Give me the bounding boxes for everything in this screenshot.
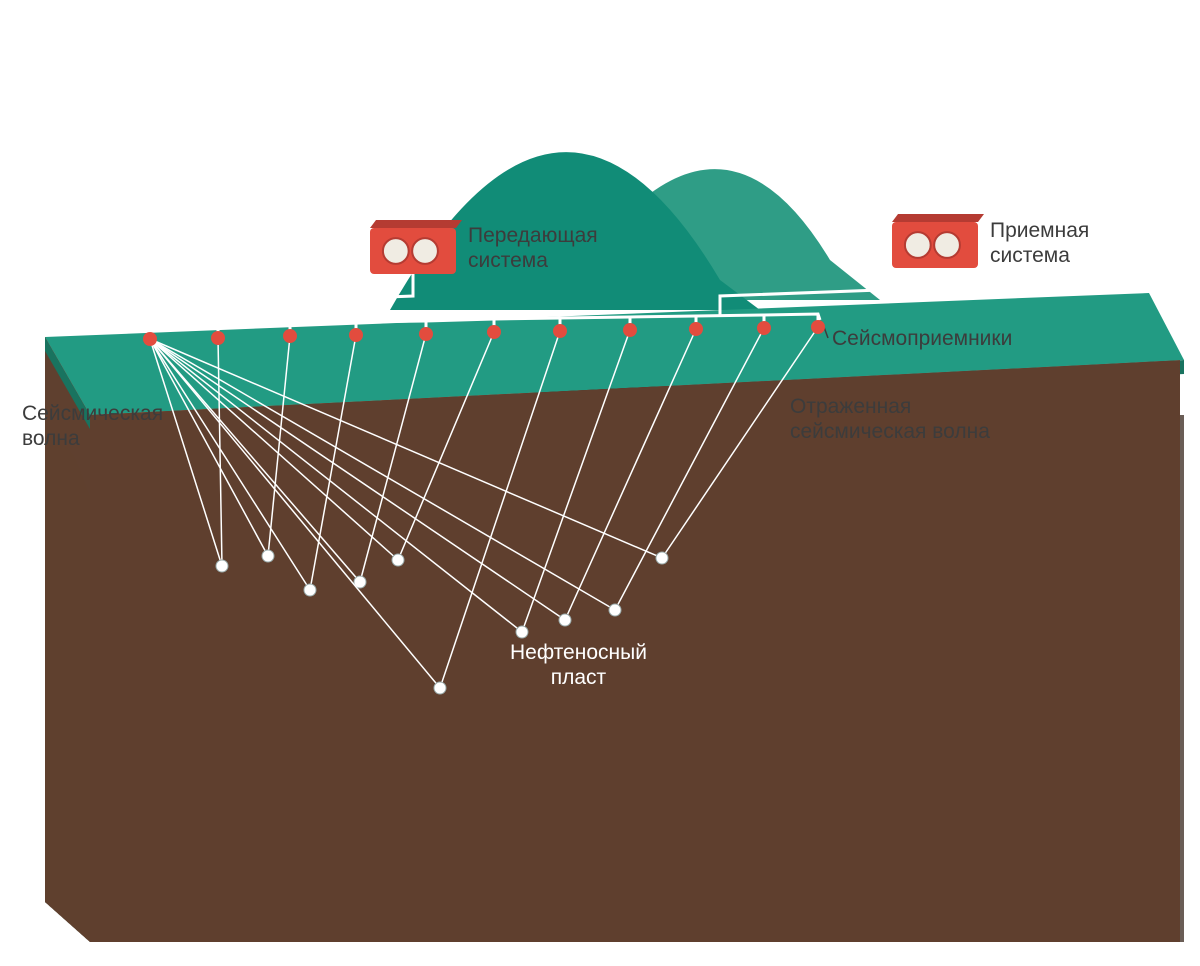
geophone-8 — [689, 322, 703, 336]
reflect-point-1 — [262, 550, 274, 562]
transmitter-device — [370, 220, 462, 274]
geophone-0 — [143, 332, 157, 346]
seismic-diagram — [0, 0, 1200, 966]
reflect-point-6 — [516, 626, 528, 638]
geophone-10 — [811, 320, 825, 334]
geophone-6 — [553, 324, 567, 338]
oil-layer-label: Нефтеносный пласт — [510, 640, 647, 690]
cable-transmitter — [150, 274, 413, 326]
reflect-point-7 — [559, 614, 571, 626]
receiver-device — [892, 214, 984, 268]
transmitter-label: Передающая система — [468, 223, 598, 273]
geophone-2 — [283, 329, 297, 343]
geophone-1 — [211, 331, 225, 345]
receiver-label: Приемная система — [990, 218, 1089, 268]
geophone-3 — [349, 328, 363, 342]
geophone-5 — [487, 325, 501, 339]
reflect-point-8 — [609, 604, 621, 616]
geophone-9 — [757, 321, 771, 335]
geophone-4 — [419, 327, 433, 341]
geophones-label: Сейсмоприемники — [832, 326, 1012, 351]
reflect-point-5 — [434, 682, 446, 694]
geophone-7 — [623, 323, 637, 337]
reflected-wave-label: Отраженная сейсмическая волна — [790, 394, 990, 444]
reflect-point-2 — [304, 584, 316, 596]
reflect-point-9 — [656, 552, 668, 564]
seismic-wave-label: Сейсмическая волна — [22, 401, 163, 451]
reflect-point-0 — [216, 560, 228, 572]
reflect-point-4 — [392, 554, 404, 566]
